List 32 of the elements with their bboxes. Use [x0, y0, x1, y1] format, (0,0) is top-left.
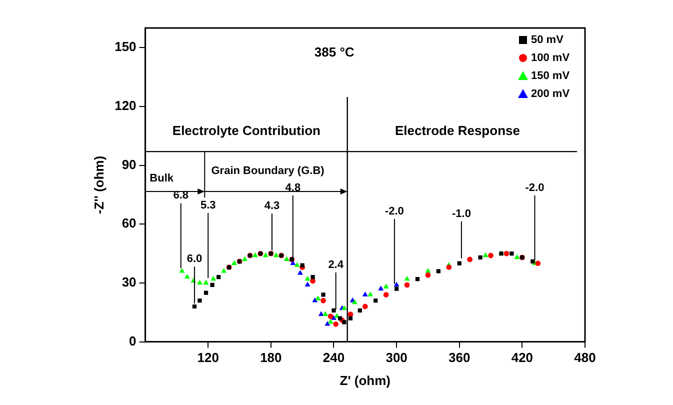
y-tick-label: 30	[122, 274, 136, 290]
x-tick-label: 420	[511, 350, 534, 366]
y-tick-label: 150	[114, 39, 136, 54]
annotation: 2.4	[328, 258, 344, 271]
annotation: Electrolyte Contribution	[172, 123, 321, 138]
x-tick-label: 240	[322, 350, 345, 366]
x-tick-label: 180	[260, 350, 282, 366]
y-axis-title: -Z'' (ohm)	[91, 156, 106, 214]
y-tick-label: 120	[114, 98, 136, 114]
annotation: 4.8	[285, 182, 301, 194]
legend-label: 200 mV	[531, 88, 570, 100]
x-tick-label: 480	[574, 350, 596, 366]
annotation: 6.0	[186, 253, 202, 266]
legend-label: 50 mV	[531, 34, 564, 46]
annotation: -1.0	[452, 208, 471, 220]
y-tick-label: 60	[122, 216, 136, 231]
legend-label: 100 mV	[531, 52, 570, 64]
x-tick-label: 300	[386, 350, 408, 366]
annotation: 385 °C	[314, 44, 355, 60]
x-axis-title: Z' (ohm)	[340, 372, 391, 388]
x-tick-label: 360	[448, 350, 470, 366]
y-tick-label: 0	[129, 333, 136, 348]
legend-label: 150 mV	[531, 70, 570, 82]
x-tick-label: 120	[197, 350, 219, 366]
annotation: -2.0	[525, 182, 544, 194]
annotation: -2.0	[384, 205, 404, 218]
annotation: Electrode Response	[394, 123, 520, 138]
annotation: 5.3	[200, 200, 216, 212]
annotation: 4.3	[264, 200, 280, 212]
y-tick-label: 90	[122, 156, 136, 172]
annotation: Grain Boundary (G.B)	[211, 164, 325, 177]
annotation: Bulk	[150, 172, 174, 185]
